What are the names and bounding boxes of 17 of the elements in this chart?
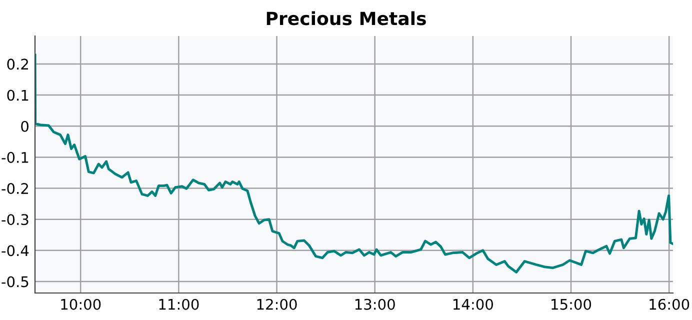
y-tick-label: 0 — [21, 120, 28, 132]
y-tick-label: -0.3 — [2, 214, 28, 226]
x-tick-label: 14:00 — [454, 298, 493, 310]
x-tick-label: 12:00 — [257, 298, 297, 310]
x-tick-label: 10:00 — [61, 298, 101, 310]
x-tick-label: 16:00 — [650, 298, 690, 310]
y-tick-label: -0.1 — [2, 152, 28, 163]
y-tick-label: -0.4 — [2, 245, 29, 256]
chart-title: Precious Metals — [266, 11, 426, 26]
line-series — [35, 54, 673, 274]
y-tick-label: -0.2 — [2, 182, 28, 194]
x-tick-label: 11:00 — [159, 298, 199, 310]
y-tick-label: 0.1 — [7, 90, 28, 101]
y-tick-label: 0.2 — [7, 58, 28, 70]
x-tick-label: 13:00 — [355, 298, 395, 310]
x-tick-label: 15:00 — [552, 298, 592, 310]
y-tick-label: -0.5 — [2, 276, 28, 288]
